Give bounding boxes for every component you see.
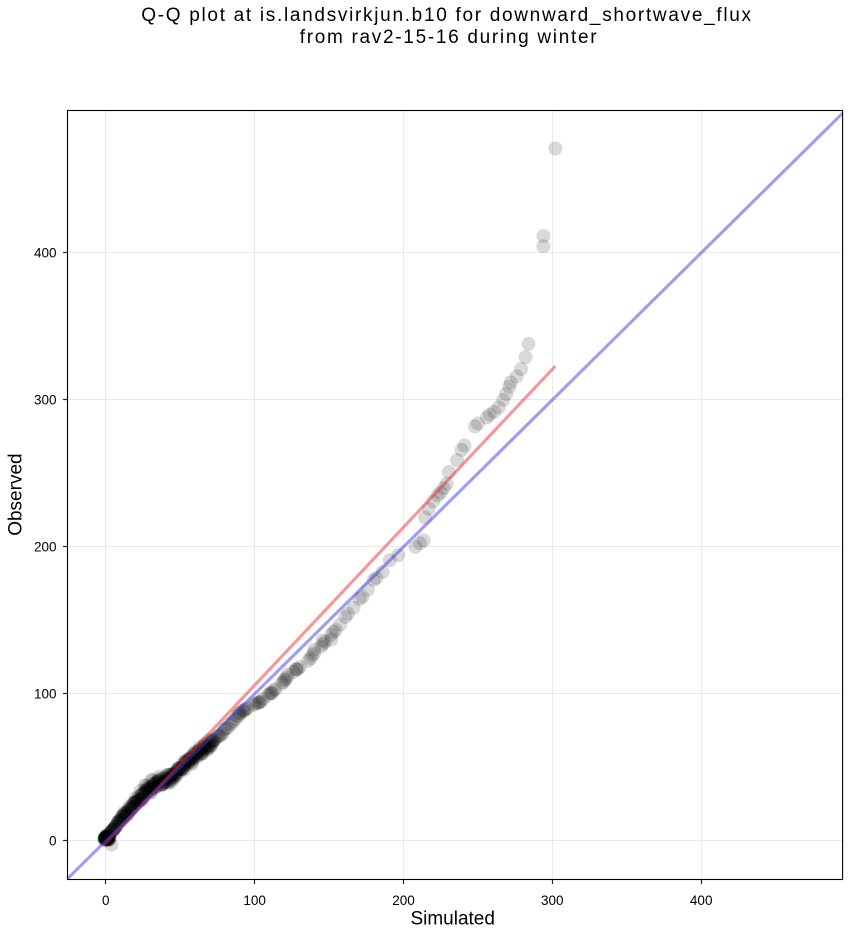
svg-text:400: 400 bbox=[690, 893, 713, 908]
svg-text:0: 0 bbox=[102, 893, 110, 908]
svg-text:0: 0 bbox=[49, 834, 57, 849]
svg-text:from rav2-15-16 during winter: from rav2-15-16 during winter bbox=[300, 27, 599, 48]
svg-text:300: 300 bbox=[541, 893, 564, 908]
svg-text:100: 100 bbox=[34, 687, 57, 702]
svg-text:Simulated: Simulated bbox=[410, 909, 495, 930]
svg-text:400: 400 bbox=[34, 246, 57, 261]
svg-text:200: 200 bbox=[34, 540, 57, 555]
svg-text:200: 200 bbox=[392, 893, 415, 908]
svg-text:100: 100 bbox=[243, 893, 266, 908]
svg-text:Observed: Observed bbox=[6, 453, 27, 535]
svg-text:Q-Q plot at is.landsvirkjun.b1: Q-Q plot at is.landsvirkjun.b10 for down… bbox=[141, 5, 752, 26]
svg-text:300: 300 bbox=[34, 393, 57, 408]
